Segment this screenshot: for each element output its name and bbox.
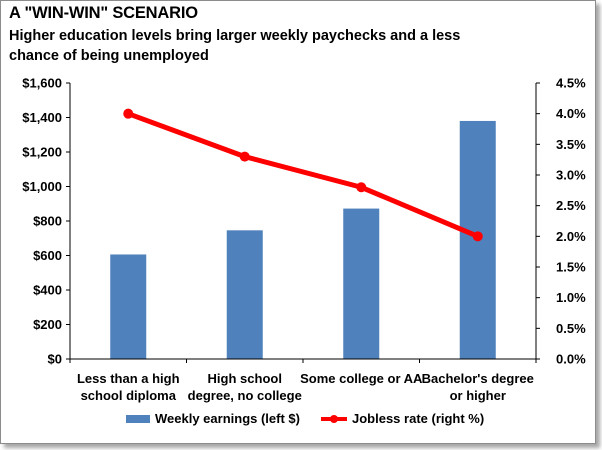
y-right-tick-label: 2.5%	[556, 198, 586, 213]
line-jobless-rate	[125, 111, 481, 239]
point-jobless-rate	[239, 151, 250, 162]
x-category-label: Less than a high	[77, 371, 180, 386]
legend-label-jobless: Jobless rate (right %)	[352, 411, 485, 426]
x-category-label: Some college or AA	[300, 371, 423, 386]
y-right-tick-label: 4.0%	[556, 106, 586, 121]
y-left-tick-label: $400	[33, 283, 62, 298]
y-right-tick-label: 4.5%	[556, 76, 586, 91]
x-category-label: High school	[208, 371, 282, 386]
legend-item-jobless: Jobless rate (right %)	[321, 411, 484, 426]
bar-weekly-earnings	[110, 254, 147, 359]
y-left-tick-label: $1,600	[22, 76, 62, 91]
y-left-tick-label: $800	[33, 214, 62, 229]
legend-label-earnings: Weekly earnings (left $)	[155, 411, 300, 426]
chart-subtitle: Higher education levels bring larger wee…	[9, 28, 461, 64]
y-left-tick-label: $1,400	[22, 110, 62, 125]
y-left-tick-label: $600	[33, 248, 62, 263]
y-right-tick-label: 2.0%	[556, 229, 586, 244]
y-left-tick-label: $200	[33, 317, 62, 332]
combo-chart: $0 $200 $400 $600 $800 $1,000 $1,200 $1,400 $1,6…	[22, 76, 586, 404]
chart-title: A "WIN-WIN" SCENARIO	[9, 4, 198, 22]
point-jobless-rate	[472, 231, 483, 242]
y-right-tick-label: 0.5%	[556, 321, 586, 336]
x-category-label: or higher	[450, 388, 506, 403]
y-right-tick-label: 1.5%	[556, 260, 586, 275]
legend-swatch-bar	[126, 414, 150, 423]
y-right-tick-label: 1.0%	[556, 290, 586, 305]
x-category-label: Bachelor's degree	[422, 371, 534, 386]
legend-item-earnings: Weekly earnings (left $)	[126, 411, 300, 426]
y-left-tick-label: $0	[48, 352, 62, 367]
y-left-tick-label: $1,200	[22, 145, 62, 160]
chart-frame: A "WIN-WIN" SCENARIO Higher education le…	[0, 0, 596, 444]
bar-weekly-earnings	[343, 208, 380, 359]
legend-swatch-line	[321, 414, 347, 423]
bar-weekly-earnings	[226, 230, 263, 359]
x-category-label: degree, no college	[188, 388, 302, 403]
y-right-tick-label: 3.5%	[556, 137, 586, 152]
point-jobless-rate	[123, 108, 134, 119]
y-right-tick-label: 3.0%	[556, 168, 586, 183]
x-category-label: school diploma	[81, 388, 177, 403]
point-jobless-rate	[356, 182, 367, 193]
y-left-tick-label: $1,000	[22, 179, 62, 194]
y-right-tick-label: 0.0%	[556, 352, 586, 367]
